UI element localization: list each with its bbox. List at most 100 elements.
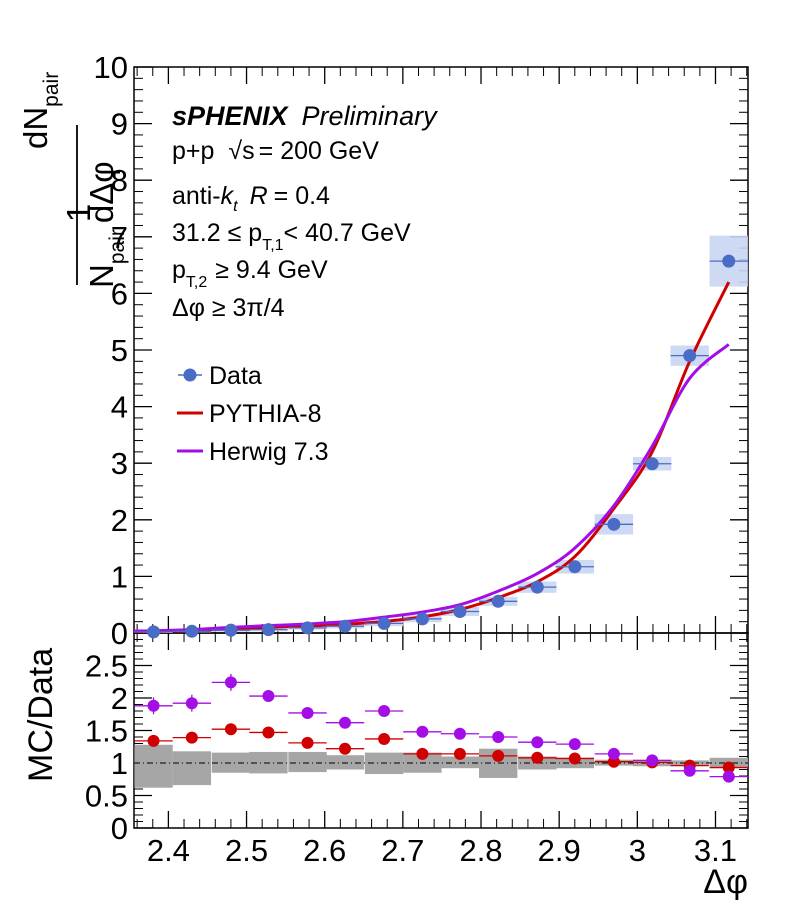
ratio-point-pythia bbox=[378, 732, 391, 745]
status-label: Preliminary bbox=[302, 101, 439, 131]
ratio-panel-ticks: 00.511.522.52.4 2.5 2.6 2.7 2.8 2.9 3 3.1 bbox=[85, 633, 748, 868]
ratio-y-tick-label: 0.5 bbox=[85, 779, 128, 814]
ratio-point-herwig bbox=[568, 738, 581, 751]
data-point bbox=[683, 349, 697, 363]
x-tick-label: 2.4 bbox=[147, 833, 190, 868]
ratio-point-herwig bbox=[492, 731, 505, 743]
pt2-sub: T,2 bbox=[186, 274, 207, 291]
pt2-prefix: p bbox=[172, 256, 186, 284]
ylabel-dn-sub: pair bbox=[40, 72, 63, 107]
ratio-point-pythia bbox=[531, 751, 544, 764]
top-y-tick-label: 5 bbox=[111, 333, 128, 368]
energy-label: = 200 GeV bbox=[259, 137, 380, 165]
data-point bbox=[147, 625, 161, 639]
data-point bbox=[415, 612, 429, 626]
ratio-y-tick-label: 2.5 bbox=[85, 649, 128, 684]
data-uncertainty-box bbox=[325, 755, 365, 770]
ratio-point-pythia bbox=[453, 747, 466, 760]
experiment-label: sPHENIX bbox=[172, 101, 290, 131]
x-tick-label: 2.8 bbox=[459, 833, 502, 868]
x-tick-label: 3 bbox=[629, 833, 646, 868]
ratio-point-herwig bbox=[531, 736, 544, 749]
ratio-point-pythia bbox=[339, 742, 352, 755]
ratio-point-herwig bbox=[339, 716, 352, 729]
jet-algo-t: t bbox=[233, 198, 238, 215]
ratio-y-axis-title: MC/Data bbox=[22, 648, 60, 782]
ratio-point-pythia bbox=[262, 726, 275, 739]
ratio-y-tick-label: 0 bbox=[111, 811, 128, 846]
system-label: p+p bbox=[172, 137, 214, 165]
ylabel-dn: dN bbox=[17, 107, 54, 149]
x-tick-label: 2.6 bbox=[303, 833, 346, 868]
svg-text:NpairdΔφ: Npair dΔφ bbox=[83, 161, 129, 288]
ylabel-num: 1 bbox=[60, 204, 97, 222]
data-points bbox=[134, 254, 748, 639]
svg-text:p+p√s= 200 GeV: p+p √s = 200 GeV bbox=[172, 137, 379, 165]
legend-label-data: Data bbox=[209, 362, 262, 390]
ratio-point-herwig bbox=[722, 770, 735, 783]
herwig-curve bbox=[133, 343, 730, 633]
jet-algo-r: R bbox=[250, 182, 268, 210]
sqrt-s-label: √s bbox=[228, 137, 254, 165]
svg-text:dNpair: dNpair bbox=[17, 72, 63, 149]
ratio-point-pythia bbox=[301, 736, 314, 749]
jet-algo-value: = 0.4 bbox=[274, 182, 330, 210]
ratio-point-herwig bbox=[224, 676, 237, 689]
data-point bbox=[224, 623, 238, 637]
data-point bbox=[453, 604, 467, 618]
x-tick-label: 2.9 bbox=[538, 833, 581, 868]
data-point bbox=[338, 619, 352, 633]
ratio-point-herwig bbox=[416, 725, 429, 738]
pt1-prefix: 31.2 ≤ p bbox=[172, 219, 262, 247]
ratio-point-pythia bbox=[147, 734, 160, 747]
top-y-tick-label: 9 bbox=[111, 107, 128, 142]
ratio-points bbox=[134, 673, 748, 783]
top-y-tick-label: 10 bbox=[94, 50, 128, 85]
top-y-tick-label: 3 bbox=[111, 446, 128, 481]
ratio-point-pythia bbox=[416, 747, 429, 760]
svg-text:31.2 ≤ pT,1< 40.7 GeV: 31.2 ≤ pT,1< 40.7 GeV bbox=[172, 219, 411, 254]
pt1-sub: T,1 bbox=[262, 237, 283, 254]
data-point bbox=[261, 623, 275, 637]
pt2-cut: ≥ 9.4 GeV bbox=[215, 256, 328, 284]
legend: Data PYTHIA-8 Herwig 7.3 bbox=[177, 362, 329, 466]
data-point bbox=[530, 580, 544, 594]
data-point bbox=[607, 517, 621, 531]
top-y-tick-label: 6 bbox=[111, 276, 128, 311]
ratio-point-pythia bbox=[224, 723, 237, 736]
ratio-point-herwig bbox=[646, 754, 659, 767]
mc-curves bbox=[133, 281, 731, 633]
ratio-point-herwig bbox=[683, 764, 696, 777]
ratio-point-pythia bbox=[492, 749, 505, 762]
ylabel-n: N bbox=[83, 264, 120, 288]
data-point bbox=[722, 254, 736, 268]
jet-algo-prefix: anti- bbox=[172, 182, 221, 210]
ratio-point-herwig bbox=[301, 706, 314, 719]
x-tick-label: 3.1 bbox=[694, 833, 737, 868]
legend-entry-pythia: PYTHIA-8 bbox=[177, 400, 322, 428]
data-uncertainty-box bbox=[288, 751, 327, 773]
ratio-point-pythia bbox=[185, 731, 198, 744]
x-tick-label: 2.7 bbox=[381, 833, 424, 868]
data-point bbox=[185, 624, 199, 638]
data-point bbox=[568, 560, 582, 574]
top-panel-frame bbox=[133, 66, 749, 634]
x-tick-label: 2.5 bbox=[225, 833, 268, 868]
top-y-tick-label: 7 bbox=[111, 220, 128, 255]
legend-entry-herwig: Herwig 7.3 bbox=[177, 438, 329, 466]
annotation-block: sPHENIX Preliminary p+p √s = 200 GeV anti-k… bbox=[172, 101, 438, 322]
ylabel-ddphi: dΔφ bbox=[83, 161, 120, 223]
svg-text:anti-ktR= 0.4: anti-kt R = 0.4 bbox=[172, 182, 330, 215]
data-uncertainty-box bbox=[134, 744, 173, 788]
top-y-tick-label: 8 bbox=[111, 163, 128, 198]
ylabel-n-sub: pair bbox=[106, 229, 129, 264]
top-y-axis-title: 1 dNpair NpairdΔφ bbox=[17, 72, 129, 288]
ratio-point-herwig bbox=[262, 690, 275, 703]
ratio-point-herwig bbox=[147, 699, 160, 712]
ratio-point-pythia bbox=[722, 761, 735, 774]
legend-label-herwig: Herwig 7.3 bbox=[209, 438, 329, 466]
top-y-tick-label: 1 bbox=[111, 559, 128, 594]
top-y-tick-label: 2 bbox=[111, 503, 128, 538]
